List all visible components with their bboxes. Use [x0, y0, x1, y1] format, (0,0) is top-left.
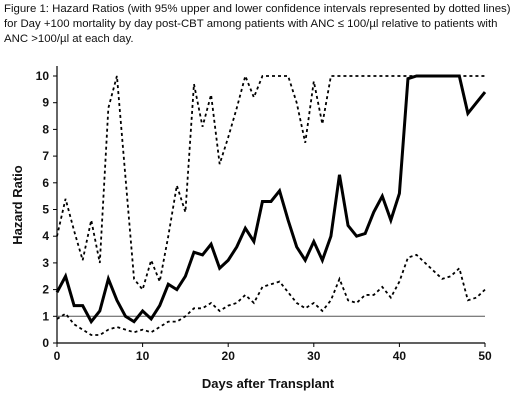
plot-frame: [56, 66, 485, 344]
lower-95-ci-line: [56, 253, 486, 336]
x-tick-label: 0: [54, 349, 61, 363]
x-tick-label: 30: [307, 349, 321, 363]
y-tick-label: 0: [42, 336, 49, 350]
x-tick-label: 40: [393, 349, 407, 363]
y-tick-label: 10: [36, 69, 50, 83]
y-axis-ticks: 0 1 2 3 4 5 6 7 8 9 10: [36, 69, 57, 350]
series-group: [55, 73, 487, 336]
x-axis-label: Days after Transplant: [202, 376, 335, 391]
y-tick-label: 9: [42, 96, 49, 110]
y-axis-label: Hazard Ratio: [10, 165, 25, 245]
y-tick-label: 2: [42, 283, 49, 297]
y-tick-label: 4: [42, 229, 49, 243]
y-tick-label: 3: [42, 256, 49, 270]
y-tick-label: 7: [42, 149, 49, 163]
y-tick-label: 5: [42, 203, 49, 217]
x-tick-label: 20: [222, 349, 236, 363]
y-tick-label: 1: [42, 309, 49, 323]
upper-95-ci-line: [56, 73, 485, 292]
x-tick-label: 10: [136, 349, 150, 363]
x-axis-ticks: 0 10 20 30 40 50: [54, 343, 492, 363]
hazard-ratio-line: [55, 74, 487, 325]
x-tick-label: 50: [478, 349, 492, 363]
y-tick-label: 8: [42, 122, 49, 136]
y-tick-label: 6: [42, 176, 49, 190]
figure-caption: Figure 1: Hazard Ratios (with 95% upper …: [4, 3, 511, 45]
